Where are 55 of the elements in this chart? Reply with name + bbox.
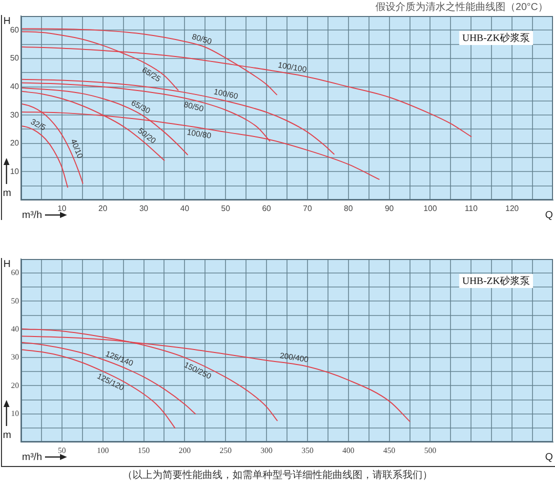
x-tick-label: 500 <box>424 446 436 455</box>
y-tick-label: 50 <box>10 54 20 63</box>
text: m³/h <box>22 452 42 463</box>
x-tick-label: 300 <box>260 446 273 455</box>
y-tick-label: 30 <box>11 352 19 362</box>
y-tick-label: 30 <box>10 110 20 120</box>
x-tick-label: 10 <box>57 204 67 214</box>
y-tick-label: 60 <box>10 25 20 34</box>
text: UHB-ZK砂浆泵 <box>462 275 530 288</box>
x-tick-label: 50 <box>58 446 66 455</box>
x-tick-label: 450 <box>383 446 396 455</box>
x-tick-label: 200 <box>178 446 191 455</box>
x-tick-label: 60 <box>262 204 272 214</box>
x-tick-label: 100 <box>424 204 438 214</box>
x-tick-label: 250 <box>220 446 232 455</box>
text: 100/100 <box>277 60 308 74</box>
x-tick-label: 20 <box>98 204 108 214</box>
text: 40/10 <box>68 138 85 160</box>
text: 100/60 <box>212 87 240 102</box>
x-tick-label: 40 <box>180 204 190 214</box>
y-tick-label: 50 <box>11 296 19 306</box>
x-tick-label: 80 <box>344 204 354 214</box>
text: 200/400 <box>279 351 310 364</box>
x-tick-label: 350 <box>301 446 314 455</box>
y-tick-label: 40 <box>11 324 19 334</box>
text: 65/30 <box>130 98 152 116</box>
text: m <box>2 430 12 441</box>
text: 100/80 <box>186 128 212 141</box>
x-tick-label: 100 <box>96 446 109 455</box>
y-tick-label: 20 <box>10 138 20 148</box>
text: 80/50 <box>191 32 214 46</box>
x-tick-label: 110 <box>464 204 478 214</box>
text: UHB-ZK砂浆泵 <box>462 32 530 44</box>
y-tick-label: 10 <box>10 166 20 176</box>
text: （以上为简要性能曲线，如需单种型号详细性能曲线图，请联系我们） <box>122 468 432 481</box>
y-axis-title: H <box>3 16 11 27</box>
y-tick-label: 10 <box>11 408 19 418</box>
chart-subtitle: 假设介质为清水之性能曲线图（20°C） <box>376 0 548 13</box>
text: 32/5 <box>29 117 48 133</box>
text: m³/h <box>22 210 42 221</box>
x-tick-label: 150 <box>138 446 150 455</box>
x-tick-label: 400 <box>342 446 354 455</box>
text: m <box>2 188 12 199</box>
x-axis-title: Q <box>545 210 554 221</box>
x-tick-label: 90 <box>384 204 394 214</box>
text: 80/50 <box>182 100 205 114</box>
y-tick-label: 40 <box>10 82 20 91</box>
x-tick-label: 50 <box>221 204 231 214</box>
x-tick-label: 30 <box>139 204 149 214</box>
x-tick-label: 120 <box>505 204 520 214</box>
x-axis-title: Q <box>545 452 554 463</box>
y-tick-label: 60 <box>11 268 19 278</box>
x-tick-label: 70 <box>303 204 312 214</box>
y-axis-title: H <box>3 258 11 270</box>
y-tick-label: 20 <box>11 380 19 390</box>
